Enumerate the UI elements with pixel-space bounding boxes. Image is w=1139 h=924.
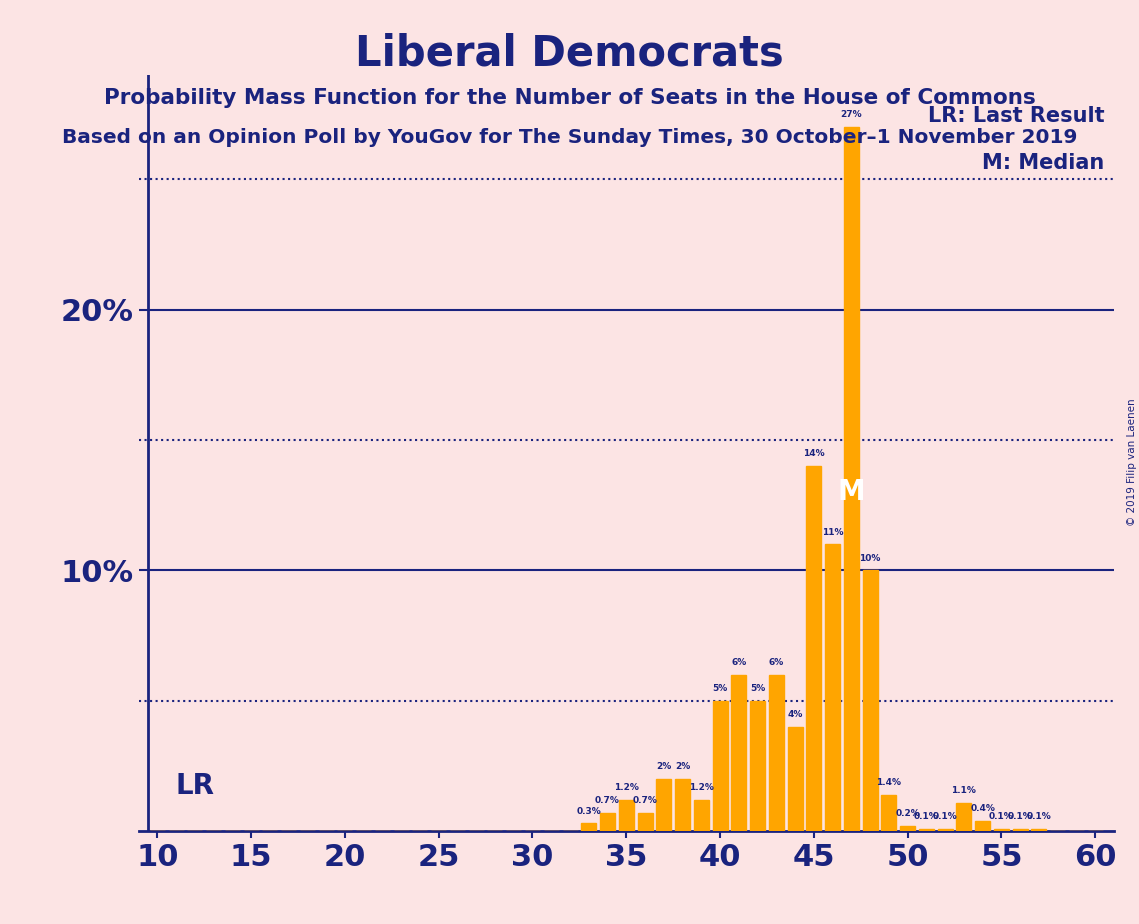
Text: 2%: 2% bbox=[656, 762, 671, 772]
Text: 5%: 5% bbox=[713, 684, 728, 693]
Text: 4%: 4% bbox=[787, 711, 803, 719]
Text: 0.7%: 0.7% bbox=[632, 796, 657, 805]
Bar bbox=[618, 800, 633, 832]
Bar bbox=[656, 779, 671, 832]
Bar bbox=[787, 727, 803, 832]
Text: M: M bbox=[837, 479, 866, 506]
Bar bbox=[825, 544, 841, 832]
Bar bbox=[769, 675, 784, 832]
Text: 10%: 10% bbox=[860, 553, 880, 563]
Text: 0.4%: 0.4% bbox=[970, 804, 995, 813]
Bar bbox=[731, 675, 746, 832]
Bar bbox=[1013, 829, 1027, 832]
Bar bbox=[751, 701, 765, 832]
Text: 1.4%: 1.4% bbox=[876, 778, 901, 787]
Text: M: Median: M: Median bbox=[983, 153, 1105, 174]
Text: 27%: 27% bbox=[841, 110, 862, 119]
Text: 0.2%: 0.2% bbox=[895, 809, 920, 818]
Text: 5%: 5% bbox=[749, 684, 765, 693]
Text: 11%: 11% bbox=[822, 528, 843, 537]
Text: 6%: 6% bbox=[731, 658, 746, 667]
Bar bbox=[919, 829, 934, 832]
Text: 2%: 2% bbox=[675, 762, 690, 772]
Bar bbox=[1032, 829, 1047, 832]
Text: Probability Mass Function for the Number of Seats in the House of Commons: Probability Mass Function for the Number… bbox=[104, 88, 1035, 108]
Bar bbox=[600, 813, 615, 832]
Text: LR: LR bbox=[175, 772, 214, 800]
Text: 0.1%: 0.1% bbox=[1026, 812, 1051, 821]
Text: 6%: 6% bbox=[769, 658, 784, 667]
Text: 0.7%: 0.7% bbox=[595, 796, 620, 805]
Text: 1.1%: 1.1% bbox=[951, 785, 976, 795]
Text: 0.1%: 0.1% bbox=[915, 812, 939, 821]
Bar bbox=[862, 570, 878, 832]
Bar bbox=[975, 821, 990, 832]
Text: 0.1%: 0.1% bbox=[933, 812, 958, 821]
Bar bbox=[994, 829, 1009, 832]
Bar bbox=[806, 467, 821, 832]
Bar bbox=[675, 779, 690, 832]
Bar bbox=[638, 813, 653, 832]
Text: 0.1%: 0.1% bbox=[1008, 812, 1033, 821]
Text: © 2019 Filip van Laenen: © 2019 Filip van Laenen bbox=[1126, 398, 1137, 526]
Bar bbox=[957, 803, 972, 832]
Text: Based on an Opinion Poll by YouGov for The Sunday Times, 30 October–1 November 2: Based on an Opinion Poll by YouGov for T… bbox=[62, 128, 1077, 147]
Text: 14%: 14% bbox=[803, 449, 825, 458]
Bar bbox=[694, 800, 708, 832]
Text: Liberal Democrats: Liberal Democrats bbox=[355, 32, 784, 74]
Bar bbox=[581, 823, 597, 832]
Text: 1.2%: 1.2% bbox=[614, 784, 639, 792]
Text: 0.1%: 0.1% bbox=[989, 812, 1014, 821]
Text: LR: Last Result: LR: Last Result bbox=[928, 106, 1105, 127]
Bar bbox=[713, 701, 728, 832]
Bar bbox=[937, 829, 952, 832]
Text: 0.3%: 0.3% bbox=[576, 807, 601, 816]
Bar bbox=[900, 826, 915, 832]
Bar bbox=[844, 128, 859, 832]
Bar bbox=[882, 795, 896, 832]
Text: 1.2%: 1.2% bbox=[689, 784, 714, 792]
